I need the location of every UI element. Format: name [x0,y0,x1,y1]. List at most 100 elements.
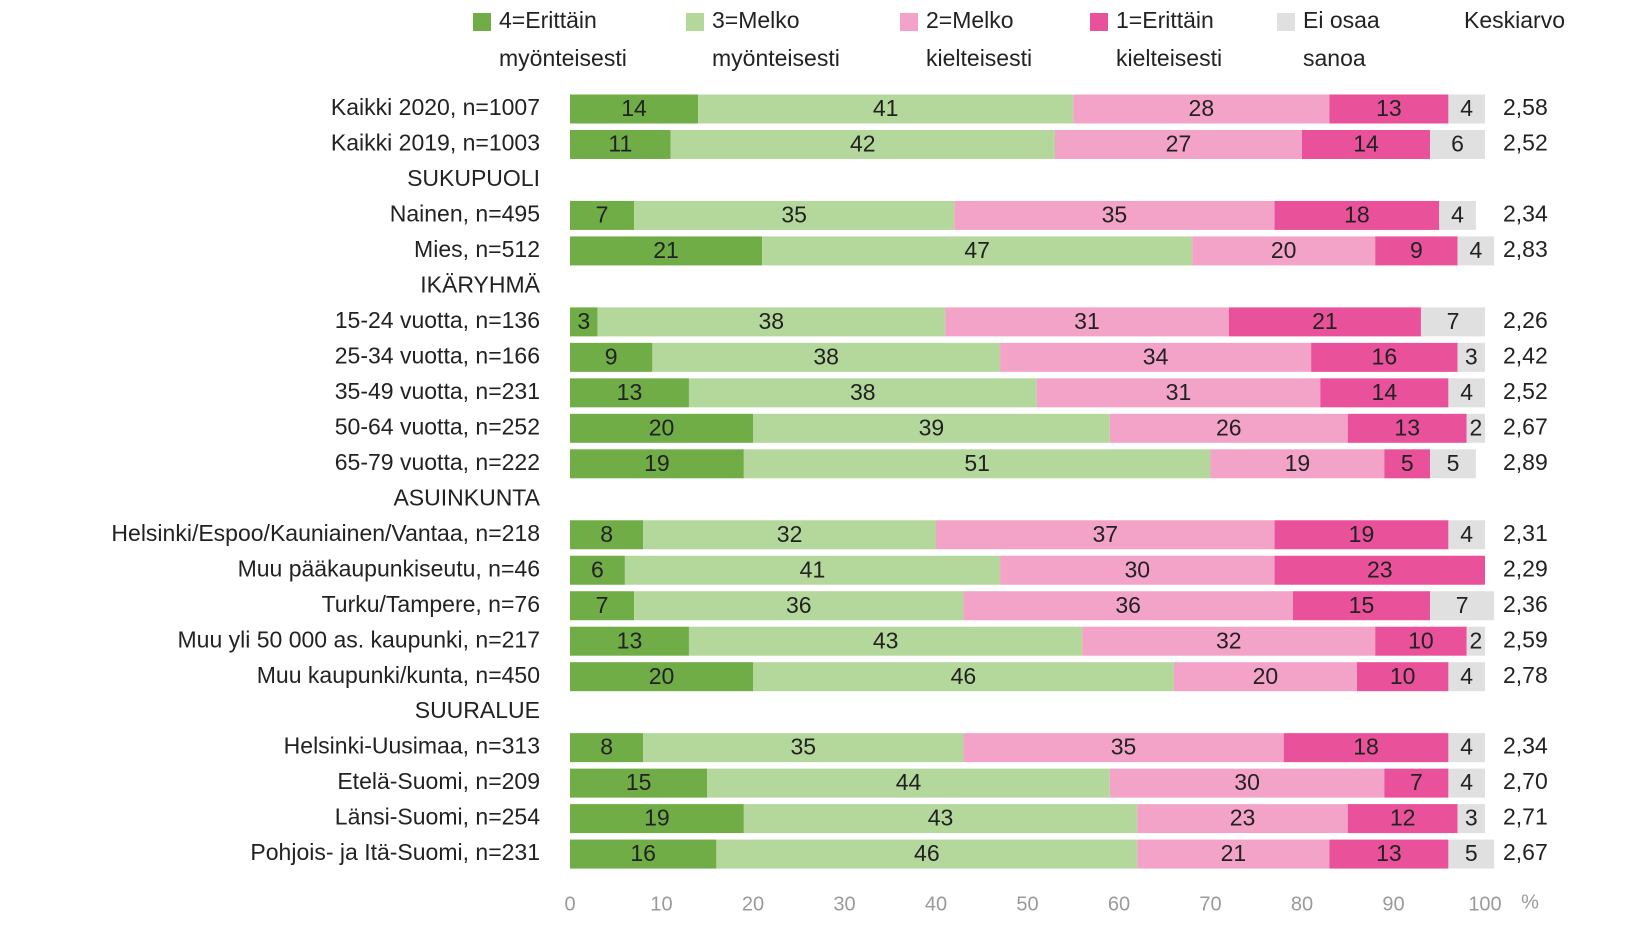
bar-segment [570,662,753,692]
bar-segment [1311,342,1458,372]
bar-segment [1448,662,1485,692]
data-label: 3 [1465,805,1478,831]
average-value: 2,31 [1503,520,1548,546]
legend-line: kielteisesti [1116,45,1222,71]
data-label: 23 [1367,556,1393,582]
y-tick-label: Pohjois- ja Itä-Suomi, n=231 [250,839,540,865]
x-tick-label: 40 [925,893,947,915]
bar-segment [1466,413,1485,443]
bar-segment [643,520,936,550]
x-tick-label: 100 [1468,893,1501,915]
legend-swatch [1277,13,1295,31]
bar-segment [1457,804,1485,834]
data-label: 16 [1372,343,1398,369]
data-label: 4 [1460,769,1473,795]
data-label: 4 [1460,95,1473,121]
y-tick-label: Kaikki 2019, n=1003 [331,130,540,156]
data-label: 15 [626,769,652,795]
bar-segment [670,129,1055,159]
data-label: 4 [1460,379,1473,405]
data-label: 30 [1234,769,1260,795]
data-label: 30 [1125,556,1151,582]
y-tick-label: SUKUPUOLI [407,165,540,191]
bar-segment [570,591,635,621]
bar-segment [743,449,1211,479]
x-tick-label: 70 [1199,893,1221,915]
average-value: 2,67 [1503,839,1548,865]
bar-segment [1466,626,1485,656]
data-label: 36 [1115,592,1141,618]
y-tick-label: 15-24 vuotta, n=136 [335,307,540,333]
data-label: 19 [644,450,670,476]
data-label: 27 [1166,131,1192,157]
data-label: 20 [1271,237,1297,263]
data-label: 10 [1408,627,1434,653]
data-label: 43 [873,627,899,653]
y-tick-label: SUURALUE [415,697,540,723]
data-label: 2 [1469,414,1482,440]
bar-segment [570,342,653,372]
average-value: 2,36 [1503,591,1548,617]
average-value: 2,58 [1503,94,1548,120]
y-tick-label: Helsinki/Espoo/Kauniainen/Vantaa, n=218 [111,520,540,546]
data-label: 21 [1221,840,1247,866]
data-label: 8 [600,734,613,760]
bar-segment [1420,307,1485,337]
data-label: 16 [630,840,656,866]
legend-swatch [900,13,918,31]
bar-segment [1320,378,1449,408]
bar-segment [1228,307,1421,337]
data-label: 44 [896,769,922,795]
x-tick-label: 60 [1108,893,1130,915]
data-label: 46 [951,663,977,689]
data-label: 5 [1465,840,1478,866]
bar-segment [1054,129,1302,159]
legend-line: myönteisesti [499,45,627,71]
y-tick-label: IKÄRYHMÄ [420,271,540,297]
legend-line: 4=Erittäin [499,7,603,33]
y-tick-label: Helsinki-Uusimaa, n=313 [284,733,540,759]
bar-segment [1329,94,1449,124]
data-label: 11 [608,131,632,157]
legend-swatch [473,13,491,31]
legend-line: Ei osaa [1303,7,1386,33]
data-label: 41 [800,556,826,582]
bar-segment [570,200,635,230]
data-label: 46 [914,840,940,866]
bar-segment [570,94,699,124]
average-value: 2,67 [1503,413,1548,439]
bar-segment [1347,804,1458,834]
bar-segment [624,555,1001,585]
data-label: 5 [1401,450,1414,476]
bar-segment [1210,449,1385,479]
bar-segment [688,378,1037,408]
bar-segment [634,591,964,621]
bar-segment [634,200,955,230]
legend-line: 3=Melko [712,7,806,33]
y-tick-label: Turku/Tampere, n=76 [322,591,540,617]
average-header: Keskiarvo [1464,7,1565,33]
data-label: 4 [1469,237,1482,263]
data-label: 42 [850,131,876,157]
average-value: 2,52 [1503,130,1548,156]
bar-segment [1109,413,1348,443]
y-tick-label: Mies, n=512 [414,236,540,262]
y-tick-label: ASUINKUNTA [393,484,540,510]
data-label: 39 [919,414,945,440]
data-label: 10 [1390,663,1416,689]
bar-segment [1109,768,1385,798]
bar-segment [1448,94,1485,124]
data-label: 35 [1102,202,1128,228]
data-label: 13 [617,627,643,653]
data-label: 35 [1111,734,1137,760]
data-label: 31 [1166,379,1192,405]
data-label: 28 [1189,95,1215,121]
average-value: 2,26 [1503,307,1548,333]
bar-segment [1036,378,1321,408]
legend-label: 1=Erittäin kielteisesti [1116,7,1222,71]
data-label: 8 [600,521,613,547]
average-value: 2,52 [1503,378,1548,404]
data-label: 3 [1465,343,1478,369]
average-value: 2,71 [1503,804,1548,830]
data-label: 3 [577,308,590,334]
